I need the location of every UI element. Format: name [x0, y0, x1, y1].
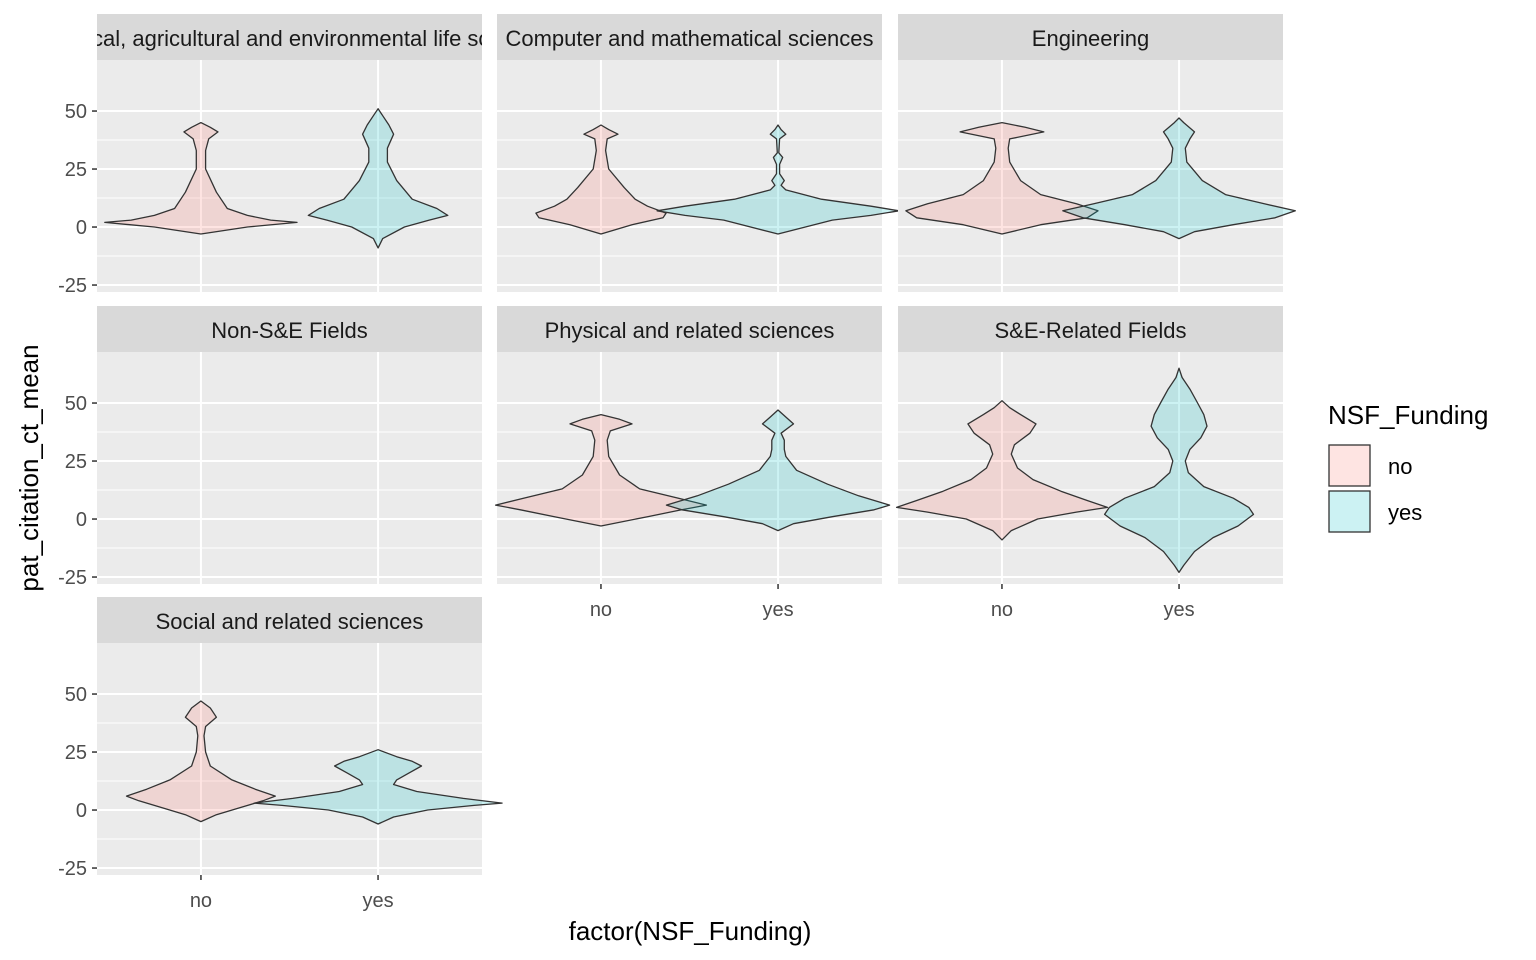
panel-background [97, 352, 482, 584]
facet-title: Non-S&E Fields [211, 318, 368, 343]
x-tick-label: yes [362, 890, 393, 912]
y-tick-label: 50 [65, 101, 87, 123]
legend: NSF_Funding no yes [1328, 400, 1488, 533]
panel-background [97, 60, 482, 292]
y-tick-label: 25 [65, 159, 87, 181]
x-tick-label: no [190, 890, 212, 912]
legend-title: NSF_Funding [1328, 400, 1488, 430]
y-tick-label: -25 [58, 567, 87, 589]
facet-panel: Physical and related sciences no yes [496, 306, 890, 621]
y-tick-label: 50 [65, 393, 87, 415]
legend-key-no [1329, 445, 1370, 486]
facet-title: Social and related sciences [156, 609, 424, 634]
y-tick-label: 0 [76, 800, 87, 822]
facet-title: Computer and mathematical sciences [505, 26, 873, 51]
x-axis-title: factor(NSF_Funding) [569, 916, 812, 946]
facet-title: Physical and related sciences [545, 318, 835, 343]
facet-title: Biological, agricultural and environment… [26, 26, 553, 51]
y-tick-label: 25 [65, 451, 87, 473]
y-tick-label: -25 [58, 858, 87, 880]
facet-panel: Social and related sciences -25 0 25 50 no yes [58, 597, 502, 912]
legend-key-yes [1329, 491, 1370, 532]
panel-background [898, 60, 1283, 292]
y-tick-label: 25 [65, 742, 87, 764]
y-tick-label: 50 [65, 684, 87, 706]
y-tick-label: -25 [58, 275, 87, 297]
x-tick-label: yes [1163, 599, 1194, 621]
facet-panel: Non-S&E Fields -25 0 25 50 [58, 306, 482, 589]
panel-background [497, 60, 882, 292]
facet-panel: S&E-Related Fields no yes [897, 306, 1283, 621]
facet-panel: Computer and mathematical sciences [497, 14, 899, 292]
y-tick-label: 0 [76, 509, 87, 531]
x-tick-label: no [991, 599, 1013, 621]
panel-background [497, 352, 882, 584]
legend-label-yes: yes [1388, 500, 1422, 525]
panel-background [97, 643, 482, 875]
facet-title: Engineering [1032, 26, 1149, 51]
y-axis-title: pat_citation_ct_mean [14, 344, 44, 591]
panel-background [898, 352, 1283, 584]
legend-label-no: no [1388, 454, 1412, 479]
facet-panels: Biological, agricultural and environment… [26, 14, 1295, 912]
facet-panel: Engineering [898, 14, 1295, 292]
x-tick-label: yes [762, 599, 793, 621]
facet-panel: Biological, agricultural and environment… [26, 14, 553, 297]
y-tick-label: 0 [76, 217, 87, 239]
x-tick-label: no [590, 599, 612, 621]
facet-title: S&E-Related Fields [995, 318, 1187, 343]
